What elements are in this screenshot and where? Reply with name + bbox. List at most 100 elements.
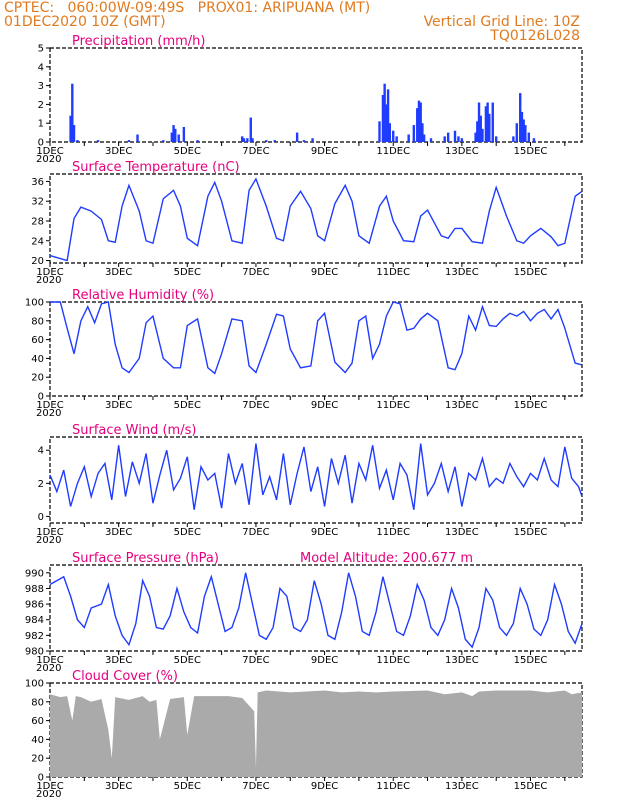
x-tick-label: 5DEC — [174, 655, 201, 666]
panel-title: Surface Temperature (nC) — [72, 160, 240, 175]
precip-bar — [407, 134, 410, 142]
y-tick-label: 20 — [31, 373, 44, 384]
y-tick-label: 982 — [25, 631, 44, 642]
x-tick-label: 7DEC — [242, 527, 269, 538]
y-tick-label: 36 — [31, 177, 44, 188]
x-tick-label: 5DEC — [174, 267, 201, 278]
header-date: 01DEC2020 10Z (GMT) — [4, 14, 166, 30]
x-tick-label: 5DEC — [174, 400, 201, 411]
y-tick-label: 2 — [38, 479, 44, 490]
precip-bar — [512, 136, 515, 142]
x-tick-label: 7DEC — [242, 267, 269, 278]
precip-bar — [96, 140, 100, 142]
y-tick-label: 984 — [25, 615, 44, 626]
y-tick-label: 20 — [31, 256, 44, 267]
x-tick-label: 3DEC — [105, 527, 132, 538]
precip-bar — [481, 128, 484, 142]
precip-bar — [484, 106, 488, 142]
y-tick-label: 28 — [31, 216, 44, 227]
x-tick-label: 13DEC — [445, 655, 479, 666]
x-tick-label: 7DEC — [242, 146, 269, 157]
panel-frame — [49, 173, 583, 264]
header-grid-note: Vertical Grid Line: 10Z — [423, 14, 580, 30]
x-tick-label: 1DEC — [36, 781, 63, 792]
x-year-label: 2020 — [36, 663, 61, 674]
precip-bar — [383, 83, 386, 142]
panel-title: Surface Wind (m/s) — [72, 423, 196, 438]
y-tick-label: 3 — [38, 81, 44, 92]
precip-bar — [453, 130, 457, 142]
precip-bar — [378, 121, 381, 142]
precip-bar — [242, 138, 246, 142]
x-tick-label: 13DEC — [445, 267, 479, 278]
precip-bar — [311, 138, 314, 142]
precip-bar — [170, 132, 174, 142]
x-tick-label: 1DEC — [36, 655, 63, 666]
x-tick-label: 5DEC — [174, 146, 201, 157]
x-tick-label: 11DEC — [376, 267, 410, 278]
precip-bar — [136, 134, 139, 142]
precip-bar — [417, 100, 421, 142]
x-tick-label: 13DEC — [445, 527, 479, 538]
x-tick-label: 9DEC — [311, 146, 338, 157]
precip-bar — [488, 113, 491, 142]
x-tick-label: 7DEC — [242, 400, 269, 411]
y-tick-label: 100 — [25, 298, 44, 309]
x-tick-label: 3DEC — [105, 655, 132, 666]
y-tick-label: 0 — [38, 392, 44, 403]
precip-bar — [295, 132, 299, 142]
x-tick-label: 9DEC — [311, 655, 338, 666]
x-tick-label: 15DEC — [514, 655, 548, 666]
header-line1: CPTEC: 060:00W-09:49S PROX01: ARIPUANA (… — [4, 0, 371, 16]
precip-bar — [486, 102, 489, 142]
precip-bar — [196, 140, 199, 142]
x-tick-label: 1DEC — [36, 267, 63, 278]
precip-bar — [182, 126, 186, 142]
precip-bar — [71, 83, 74, 142]
precip-bar — [273, 140, 277, 142]
precip-bar — [491, 102, 494, 142]
precip-bar — [421, 123, 424, 142]
x-tick-label: 9DEC — [311, 527, 338, 538]
precip-bar — [429, 138, 433, 142]
panel-frame — [49, 564, 583, 652]
y-tick-label: 1 — [38, 119, 44, 130]
x-year-label: 2020 — [36, 154, 61, 165]
precip-bar — [246, 138, 249, 142]
precip-bar — [172, 125, 175, 142]
y-tick-label: 986 — [25, 600, 44, 611]
y-tick-label: 80 — [31, 316, 44, 327]
precip-bar — [249, 117, 252, 142]
x-tick-label: 7DEC — [242, 781, 269, 792]
precip-bar — [416, 108, 419, 142]
panel-title: Surface Pressure (hPa) — [72, 551, 219, 566]
x-tick-label: 11DEC — [376, 527, 410, 538]
x-year-label: 2020 — [36, 275, 61, 286]
precip-bar — [302, 140, 306, 142]
header-model-id: TQ0126L028 — [490, 28, 580, 44]
series-line — [50, 301, 583, 375]
precip-bar — [72, 125, 76, 142]
y-tick-label: 80 — [31, 697, 44, 708]
y-tick-label: 4 — [38, 62, 44, 73]
x-year-label: 2020 — [36, 535, 61, 546]
precip-bar — [162, 140, 165, 142]
precip-bar — [494, 136, 498, 142]
precip-bar — [392, 130, 395, 142]
precip-bar — [519, 93, 522, 142]
y-tick-label: 988 — [25, 584, 44, 595]
precip-bar — [532, 138, 536, 142]
x-tick-label: 11DEC — [376, 400, 410, 411]
precip-bar — [265, 140, 268, 142]
y-tick-label: 32 — [31, 197, 44, 208]
y-tick-label: 40 — [31, 354, 44, 365]
precip-bar — [477, 102, 481, 142]
precip-bar — [446, 132, 450, 142]
x-tick-label: 15DEC — [514, 146, 548, 157]
x-tick-label: 5DEC — [174, 527, 201, 538]
cloud-area — [50, 690, 582, 777]
x-tick-label: 3DEC — [105, 400, 132, 411]
y-tick-label: 990 — [25, 568, 44, 579]
